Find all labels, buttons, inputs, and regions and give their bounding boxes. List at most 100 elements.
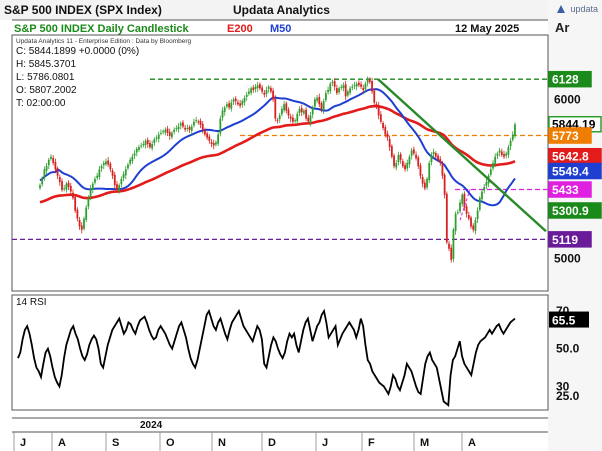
candle-body (155, 137, 158, 139)
price-tick-label: 5000 (554, 251, 581, 265)
downtrend-line (377, 78, 547, 233)
candle-body (434, 153, 437, 157)
candle-body (254, 86, 257, 90)
candle-body (404, 165, 406, 170)
candle-body (463, 193, 466, 208)
candle-body (138, 147, 140, 150)
candle-body (511, 134, 514, 140)
candle-body (355, 83, 358, 87)
candle-body (456, 212, 459, 214)
month-label: F (368, 437, 375, 449)
low-readout: L: 5786.0801 (16, 72, 75, 83)
price-label: 6128 (552, 73, 579, 87)
candle-body (342, 85, 345, 89)
candle-body (331, 82, 334, 84)
candle-body (368, 80, 371, 83)
candle-body (217, 134, 220, 144)
candle-body (122, 174, 125, 178)
month-label: S (112, 437, 119, 449)
candle-body (397, 155, 400, 163)
candle-body (250, 88, 253, 93)
candle-body (366, 78, 369, 83)
candle-body (423, 182, 426, 189)
candle-body (311, 107, 314, 115)
candle-body (505, 153, 508, 156)
candle-body (430, 155, 433, 163)
candle-body (265, 89, 268, 94)
candle-body (74, 196, 77, 211)
candle-body (166, 128, 169, 133)
candle-body (39, 185, 41, 189)
updata-logo: updata (555, 3, 598, 15)
candle-body (65, 183, 68, 190)
candle-body (498, 150, 501, 153)
candle-body (327, 89, 329, 93)
candle-body (107, 160, 110, 165)
candle-body (294, 120, 296, 122)
candle-body (259, 84, 261, 89)
candle-body (245, 94, 248, 97)
candle-body (496, 153, 499, 156)
candle-body (221, 110, 224, 118)
month-label: O (166, 437, 175, 449)
candle-body (371, 81, 373, 92)
logo-icon (557, 5, 566, 13)
candle-body (382, 122, 384, 129)
candle-body (399, 154, 402, 160)
candle-body (443, 174, 446, 195)
candle-body (280, 109, 283, 115)
candle-body (276, 119, 279, 121)
rsi-tick-label: 50.0 (556, 342, 580, 356)
candle-body (408, 156, 411, 165)
candle-body (98, 169, 101, 177)
candle-body (283, 104, 285, 111)
price-panel (11, 34, 549, 292)
candle-body (120, 178, 123, 185)
candle-body (500, 151, 503, 156)
month-label: N (218, 437, 226, 449)
candle-body (406, 163, 409, 169)
candle-body (514, 124, 516, 136)
candle-body (379, 114, 382, 122)
candle-body (346, 91, 349, 96)
candle-body (509, 140, 512, 147)
candle-body (171, 132, 173, 138)
candle-body (375, 103, 378, 106)
rsi-line (17, 308, 516, 408)
candle-body (252, 87, 255, 90)
candle-body (153, 139, 156, 143)
candle-body (388, 138, 391, 148)
candle-body (467, 215, 470, 219)
candle-body (241, 101, 244, 105)
candle-body (417, 157, 420, 167)
candle-body (63, 188, 66, 190)
candle-body (395, 163, 398, 168)
price-tick-label: 6000 (554, 93, 581, 107)
candle-body (204, 130, 206, 135)
chart-title: S&P 500 INDEX (SPX Index) (4, 3, 162, 17)
candle-body (131, 156, 134, 162)
candle-body (452, 229, 455, 259)
candle-body (175, 128, 178, 130)
candle-body (144, 140, 147, 146)
rsi-tick-label: 25.0 (556, 389, 580, 403)
candle-body (215, 142, 217, 145)
candle-body (373, 90, 376, 103)
candle-body (248, 91, 250, 94)
candle-body (50, 156, 52, 159)
candle-body (353, 85, 356, 87)
candle-body (87, 197, 90, 207)
candle-body (142, 143, 145, 145)
candle-body (239, 103, 242, 106)
candle-body (146, 139, 149, 144)
candle-body (184, 127, 187, 130)
candle-body (232, 99, 235, 102)
candle-body (45, 166, 48, 171)
candle-body (186, 128, 189, 130)
candle-body (270, 88, 272, 92)
month-label: M (420, 437, 429, 449)
candle-body (67, 182, 70, 187)
chart-date: 12 May 2025 (455, 23, 519, 35)
year-label: 2024 (140, 420, 163, 431)
price-label-box (548, 70, 592, 88)
